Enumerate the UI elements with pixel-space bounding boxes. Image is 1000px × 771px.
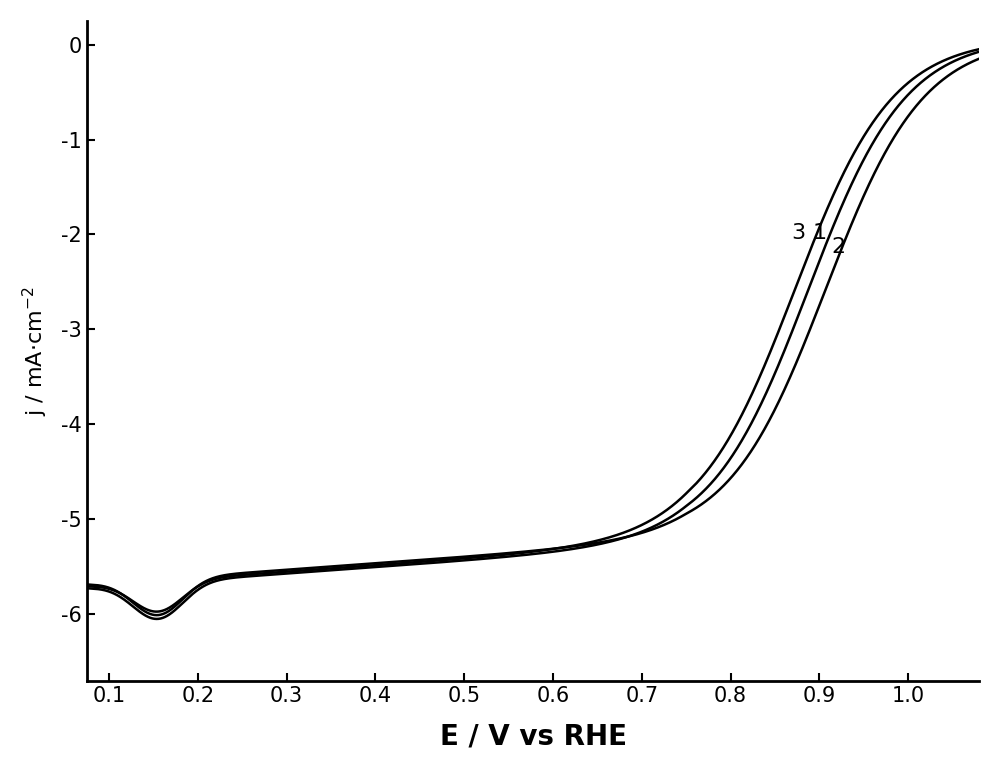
Y-axis label: j / mA·cm$^{-2}$: j / mA·cm$^{-2}$ <box>21 286 50 416</box>
Text: 1: 1 <box>812 223 826 243</box>
Text: 2: 2 <box>831 237 845 258</box>
X-axis label: E / V vs RHE: E / V vs RHE <box>440 722 627 750</box>
Text: 3: 3 <box>791 223 805 243</box>
